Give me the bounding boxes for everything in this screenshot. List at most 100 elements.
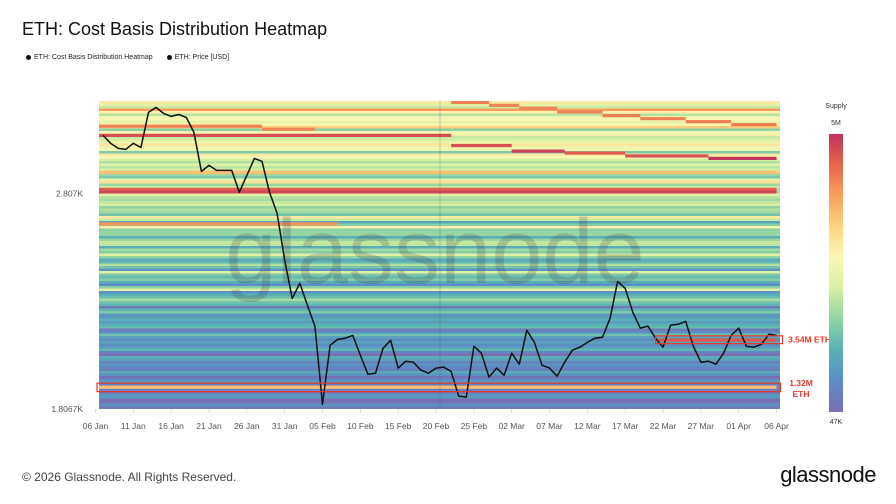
legend-label: ETH: Price [USD]: [174, 54, 230, 61]
heatmap-row: [99, 198, 780, 202]
heatmap-row: [99, 268, 780, 272]
legend-item-price[interactable]: ETH: Price [USD]: [166, 54, 230, 61]
heatmap-row: [99, 103, 780, 107]
heatmap-band: [451, 101, 489, 105]
heatmap-band: [557, 110, 603, 114]
x-tick-label: 16 Jan: [158, 421, 184, 431]
heatmap-row: [99, 213, 780, 217]
heatmap-row: [99, 128, 780, 132]
legend-label: ETH: Cost Basis Distribution Heatmap: [34, 54, 153, 61]
heatmap-row: [99, 353, 780, 357]
annotation-label-unit: ETH: [793, 389, 810, 399]
heatmap-row: [99, 123, 780, 127]
heatmap-row: [99, 161, 780, 164]
colorbar-gradient: [829, 134, 843, 412]
copyright: © 2026 Glassnode. All Rights Reserved.: [22, 470, 237, 484]
heatmap-row: [99, 278, 780, 282]
heatmap-row: [99, 351, 780, 354]
heatmap-row: [99, 176, 780, 179]
heatmap-row: [99, 363, 780, 367]
heatmap-band: [519, 106, 558, 110]
x-tick-label: 06 Jan: [83, 421, 109, 431]
heatmap-row: [99, 293, 780, 297]
heatmap-row: [99, 338, 780, 342]
annotation-box: [96, 382, 782, 393]
heatmap-row: [99, 301, 780, 304]
heatmap-row: [99, 258, 780, 262]
heatmap-row: [99, 298, 780, 302]
heatmap-row: [99, 231, 780, 234]
heatmap-row: [99, 106, 780, 109]
heatmap-row: [99, 388, 780, 392]
x-tick-label: 31 Jan: [272, 421, 298, 431]
heatmap-row: [99, 348, 780, 352]
heatmap-row: [99, 118, 780, 122]
annotation-label: 3.54M ETH: [788, 335, 831, 345]
heatmap-row: [99, 271, 780, 274]
heatmap-band: [99, 187, 777, 191]
heatmap-row: [99, 253, 780, 257]
heatmap-row: [99, 226, 780, 229]
heatmap-row: [99, 151, 780, 154]
heatmap-row: [99, 336, 780, 339]
x-tick-label: 25 Feb: [461, 421, 488, 431]
x-tick-label: 21 Jan: [196, 421, 222, 431]
heatmap-row: [99, 391, 780, 394]
heatmap-row: [99, 368, 780, 372]
heatmap-row: [99, 108, 780, 112]
heatmap-bands: [99, 101, 777, 409]
heatmap-row: [99, 261, 780, 264]
heatmap-row: [99, 393, 780, 397]
annotation-box: [654, 335, 784, 345]
heatmap-band: [640, 117, 686, 121]
heatmap-row: [99, 178, 780, 182]
heatmap-row: [99, 321, 780, 324]
heatmap-row: [99, 291, 780, 294]
heatmap-row: [99, 263, 780, 267]
heatmap-row: [99, 406, 780, 409]
legend: ETH: Cost Basis Distribution Heatmap ETH…: [26, 54, 229, 61]
legend-item-heatmap[interactable]: ETH: Cost Basis Distribution Heatmap: [26, 54, 153, 61]
heatmap-band: [261, 127, 315, 131]
heatmap-row: [99, 236, 780, 239]
heatmap-band: [708, 156, 777, 160]
heatmap-row: [99, 341, 780, 344]
heatmap-row: [99, 328, 780, 332]
heatmap-row: [99, 173, 780, 177]
x-tick-label: 01 Apr: [726, 421, 751, 431]
heatmap-row: [99, 216, 780, 219]
heatmap-row: [99, 281, 780, 284]
heatmap-row: [99, 126, 780, 129]
heatmap-row: [99, 141, 780, 144]
heatmap-row: [99, 243, 780, 247]
heatmap-row: [99, 356, 780, 359]
heatmap-row: [99, 273, 780, 277]
heatmap-band: [99, 222, 338, 226]
heatmap-row: [99, 401, 780, 404]
legend-dot-icon: [26, 55, 31, 60]
heatmap-row: [99, 408, 780, 409]
heatmap-row: [99, 116, 780, 119]
heatmap-band: [99, 190, 777, 194]
heatmap-row: [99, 266, 780, 269]
heatmap-band: [511, 149, 565, 153]
heatmap-row: [99, 121, 780, 124]
heatmap-row: [99, 286, 780, 289]
heatmap-row: [99, 276, 780, 279]
colorbar-title: Supply: [825, 103, 847, 110]
x-tick-label: 26 Jan: [234, 421, 260, 431]
heatmap-row: [99, 238, 780, 242]
heatmap-row: [99, 101, 780, 104]
heatmap-row: [99, 206, 780, 209]
heatmap-row: [99, 256, 780, 259]
x-tick-label: 17 Mar: [612, 421, 639, 431]
colorbar: Supply 5M 47K: [825, 103, 847, 426]
heatmap-row: [99, 373, 780, 377]
heatmap-row: [99, 383, 780, 387]
heatmap-row: [99, 346, 780, 349]
heatmap-row: [99, 403, 780, 407]
heatmap-row: [99, 331, 780, 334]
heatmap-row: [99, 361, 780, 364]
colorbar-min-label: 47K: [830, 419, 843, 426]
